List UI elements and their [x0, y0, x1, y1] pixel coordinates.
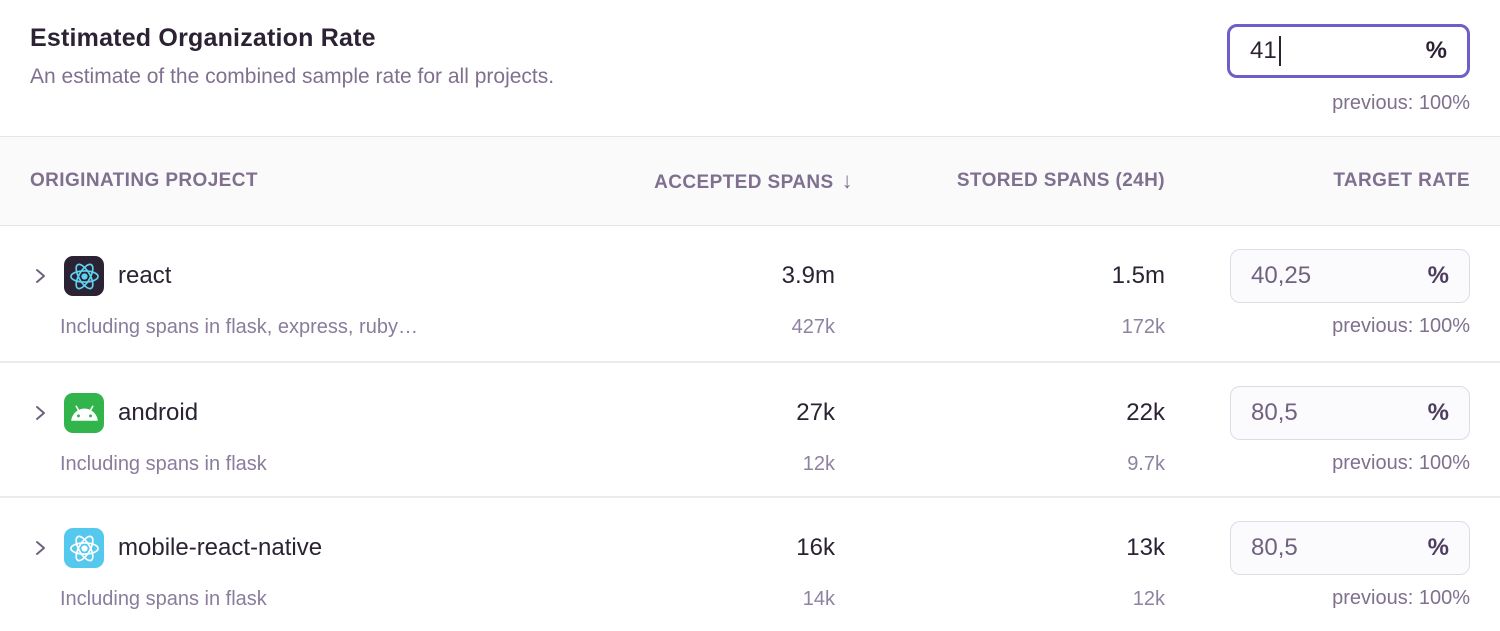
org-rate-value: 41: [1250, 37, 1277, 64]
accepted-spans-cell: 3.9m 427k: [530, 226, 835, 361]
project-cell: mobile-react-native Including spans in f…: [30, 498, 530, 631]
column-header-stored-spans[interactable]: STORED SPANS (24H): [956, 170, 1165, 191]
accepted-spans-value: 16k: [796, 534, 835, 561]
target-rate-cell: 80,5 % previous: 100%: [1165, 498, 1470, 631]
stored-spans-cell: 22k 9.7k: [835, 363, 1165, 496]
project-cell: react Including spans in flask, express,…: [30, 226, 530, 361]
project-name[interactable]: react: [118, 262, 172, 289]
expand-chevron-icon[interactable]: [30, 403, 50, 423]
stored-spans-subvalue: 12k: [1132, 588, 1165, 610]
project-subtext: Including spans in flask: [60, 453, 267, 475]
stored-spans-value: 1.5m: [1111, 262, 1165, 289]
stored-spans-subvalue: 172k: [1121, 316, 1165, 338]
target-rate-value: 80,5: [1251, 534, 1298, 561]
target-rate-value: 80,5: [1251, 399, 1298, 426]
accepted-spans-cell: 16k 14k: [530, 498, 835, 631]
accepted-spans-value: 3.9m: [781, 262, 835, 289]
text-cursor: [1278, 36, 1281, 66]
sort-descending-icon: ↓: [841, 168, 853, 193]
stored-spans-value: 22k: [1126, 399, 1165, 426]
column-header-originating-project[interactable]: ORIGINATING PROJECT: [30, 170, 258, 191]
expand-chevron-icon[interactable]: [30, 266, 50, 286]
percent-suffix: %: [1427, 399, 1449, 426]
accepted-spans-subvalue: 12k: [802, 453, 835, 475]
page-subtitle: An estimate of the combined sample rate …: [30, 65, 555, 88]
target-rate-input[interactable]: 80,5 %: [1230, 386, 1470, 440]
target-rate-cell: 40,25 % previous: 100%: [1165, 226, 1470, 361]
expand-chevron-icon[interactable]: [30, 538, 50, 558]
project-subtext: Including spans in flask, express, ruby…: [60, 316, 418, 338]
previous-rate: previous: 100%: [1332, 315, 1470, 337]
org-previous-rate: previous: 100%: [1332, 92, 1470, 114]
project-main-line: android: [30, 391, 530, 435]
stored-spans-subvalue: 9.7k: [1127, 453, 1165, 475]
project-cell: android Including spans in flask: [30, 363, 530, 496]
stored-spans-value: 13k: [1126, 534, 1165, 561]
accepted-spans-cell: 27k 12k: [530, 363, 835, 496]
column-header-target-rate: TARGET RATE: [1333, 170, 1470, 191]
table-row: android Including spans in flask 27k 12k…: [0, 361, 1500, 496]
accepted-spans-subvalue: 427k: [791, 316, 835, 338]
table-row: react Including spans in flask, express,…: [0, 226, 1500, 361]
accepted-spans-subvalue: 14k: [802, 588, 835, 610]
percent-suffix: %: [1427, 534, 1449, 561]
react-platform-icon: [64, 256, 104, 296]
project-name[interactable]: android: [118, 399, 199, 426]
column-header-accepted-spans-label: ACCEPTED SPANS: [654, 172, 834, 193]
project-subtext: Including spans in flask: [60, 588, 267, 610]
table-header: ORIGINATING PROJECT ACCEPTED SPANS ↓ STOR…: [0, 136, 1500, 226]
react-native-platform-icon: [64, 528, 104, 568]
project-main-line: mobile-react-native: [30, 526, 530, 570]
project-main-line: react: [30, 254, 530, 298]
project-name[interactable]: mobile-react-native: [118, 534, 323, 561]
previous-rate: previous: 100%: [1332, 587, 1470, 609]
header-text: Estimated Organization Rate An estimate …: [30, 24, 554, 136]
stored-spans-cell: 1.5m 172k: [835, 226, 1165, 361]
table-row: mobile-react-native Including spans in f…: [0, 496, 1500, 631]
percent-suffix: %: [1425, 37, 1447, 64]
page-title: Estimated Organization Rate: [30, 24, 376, 52]
column-header-accepted-spans[interactable]: ACCEPTED SPANS ↓: [530, 168, 852, 194]
percent-suffix: %: [1427, 262, 1449, 289]
target-rate-input[interactable]: 80,5 %: [1230, 521, 1470, 575]
org-rate-input[interactable]: 41 %: [1227, 24, 1470, 78]
panel-header: Estimated Organization Rate An estimate …: [0, 0, 1500, 136]
accepted-spans-value: 27k: [796, 399, 835, 426]
previous-rate: previous: 100%: [1332, 452, 1470, 474]
target-rate-value: 40,25: [1251, 262, 1312, 289]
stored-spans-cell: 13k 12k: [835, 498, 1165, 631]
org-rate-value-group: 41: [1250, 36, 1281, 66]
android-platform-icon: [64, 393, 104, 433]
target-rate-input[interactable]: 40,25 %: [1230, 249, 1470, 303]
org-rate-control: 41 % previous: 100%: [1227, 24, 1470, 136]
target-rate-cell: 80,5 % previous: 100%: [1165, 363, 1470, 496]
